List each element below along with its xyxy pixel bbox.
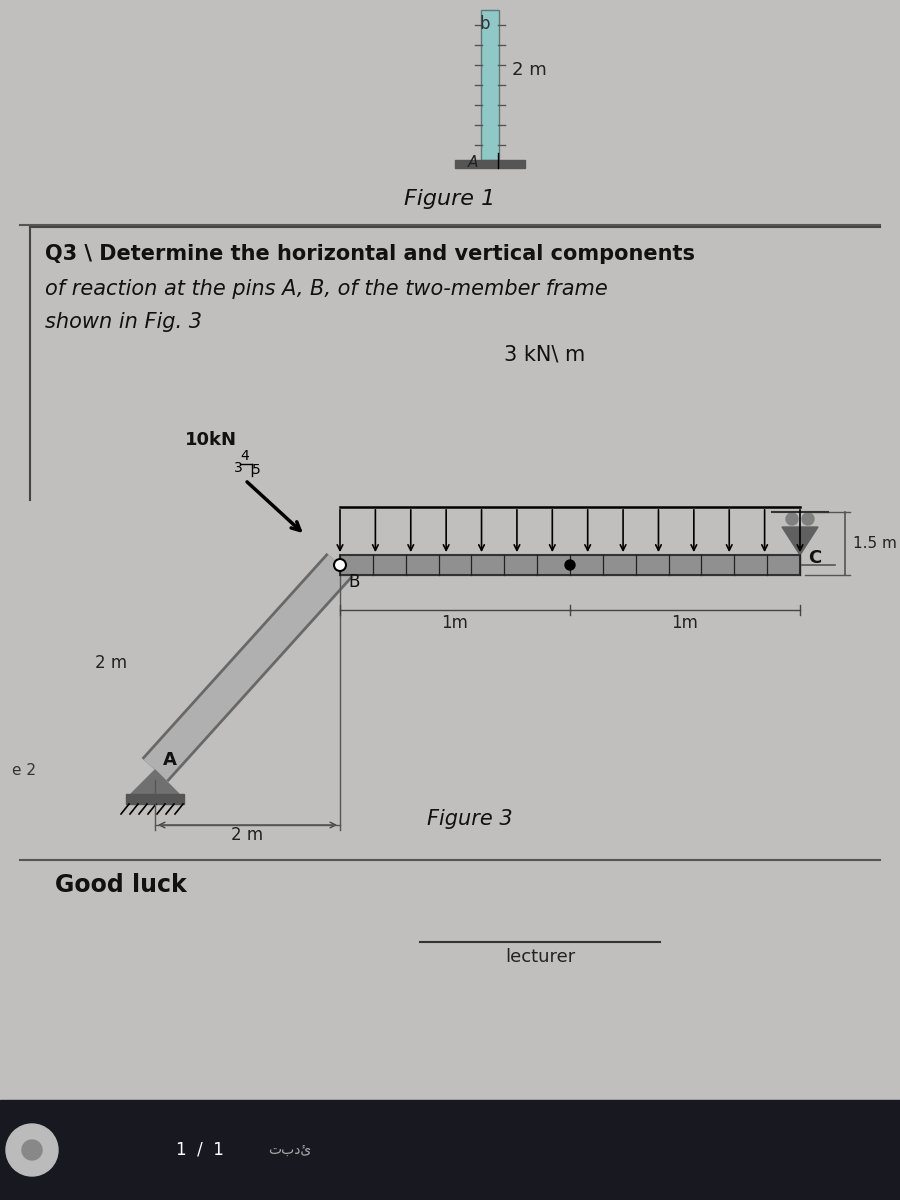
Text: 4: 4 [240, 449, 248, 463]
Text: 10kN: 10kN [185, 431, 237, 449]
Circle shape [786, 514, 798, 526]
Bar [340, 554, 800, 575]
Text: 3 kN\ m: 3 kN\ m [504, 344, 586, 364]
Circle shape [334, 559, 346, 571]
Text: تبدئ: تبدئ [268, 1142, 311, 1157]
Circle shape [565, 560, 575, 570]
Text: 2 m: 2 m [231, 826, 263, 844]
Bar [455, 160, 525, 168]
Text: e 2: e 2 [12, 763, 36, 778]
Bar [0, 1100, 900, 1200]
Text: b: b [480, 14, 491, 32]
Text: lecturer: lecturer [505, 948, 575, 966]
Text: 1.5 m: 1.5 m [853, 536, 897, 552]
Circle shape [22, 1140, 42, 1160]
Text: A: A [468, 155, 479, 170]
Text: Good luck: Good luck [55, 874, 187, 898]
Text: Q3 \ Determine the horizontal and vertical components: Q3 \ Determine the horizontal and vertic… [45, 244, 695, 264]
Polygon shape [782, 527, 818, 554]
Circle shape [802, 514, 814, 526]
Text: B: B [348, 572, 359, 590]
Text: 3: 3 [234, 461, 243, 475]
Text: Figure 1: Figure 1 [404, 188, 496, 209]
Text: A: A [163, 751, 177, 769]
Text: 1m: 1m [671, 614, 698, 632]
Text: 1m: 1m [442, 614, 468, 632]
Bar [340, 554, 800, 575]
Text: 2 m: 2 m [512, 61, 547, 79]
Text: 2 m: 2 m [95, 654, 127, 672]
Text: C: C [808, 550, 821, 566]
Text: 1  /  1: 1 / 1 [176, 1141, 224, 1159]
Text: 5: 5 [252, 463, 261, 476]
Bar [481, 10, 499, 160]
Circle shape [6, 1124, 58, 1176]
Bar [126, 794, 184, 804]
Polygon shape [131, 770, 179, 794]
Text: shown in Fig. 3: shown in Fig. 3 [45, 312, 202, 332]
Text: of reaction at the pins A, B, of the two-member frame: of reaction at the pins A, B, of the two… [45, 278, 608, 299]
Text: Figure 3: Figure 3 [428, 809, 513, 829]
Bar [482, 10, 498, 160]
